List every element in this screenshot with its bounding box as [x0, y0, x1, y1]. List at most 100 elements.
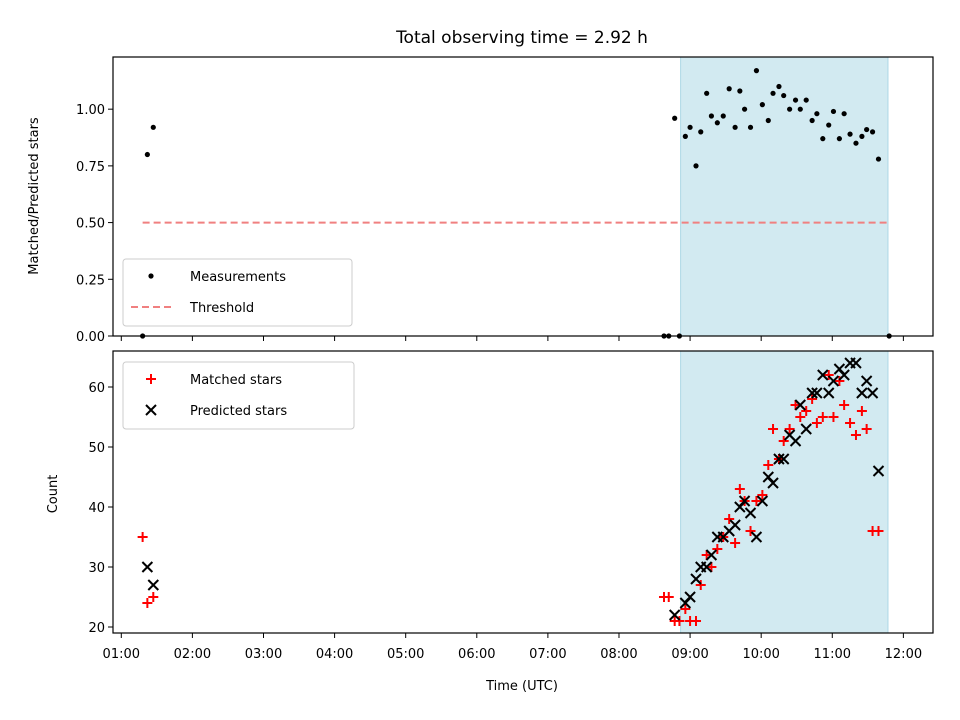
x-axis-label: Time (UTC) — [485, 679, 558, 694]
bottom-predicted-point — [738, 495, 751, 507]
bottom-x-tick-label: 07:00 — [529, 647, 566, 662]
bottom-matched-point — [674, 616, 685, 626]
bottom-matched-point — [801, 406, 812, 416]
bottom-matched-point — [823, 370, 834, 380]
top-measurement-point — [847, 131, 853, 137]
top-legend-box — [122, 258, 353, 327]
bottom-predicted-point — [827, 375, 840, 387]
top-measurement-point — [770, 90, 776, 96]
top-measurement-point — [682, 133, 688, 139]
bottom-matched-point — [807, 394, 818, 404]
bottom-predicted-point — [860, 375, 873, 387]
top-y-tick-label: 0.50 — [76, 217, 105, 232]
bottom-matched-point — [778, 436, 789, 446]
bottom-matched-point — [745, 526, 756, 536]
bottom-legend-box — [122, 361, 355, 430]
bottom-predicted-point — [811, 387, 823, 399]
top-measurement-point — [869, 129, 876, 135]
bottom-matched-point — [856, 406, 867, 416]
top-measurement-point — [726, 86, 732, 92]
top-measurement-point — [753, 68, 760, 74]
bottom-predicted-point — [817, 369, 829, 381]
top-measurement-point — [875, 156, 882, 162]
bottom-predicted-point — [767, 477, 779, 489]
top-legend-label: Measurements — [190, 270, 286, 285]
bottom-predicted-point — [668, 609, 681, 621]
bottom-matched-point — [811, 418, 822, 428]
bottom-matched-point — [730, 538, 741, 548]
bottom-x-tick-label: 11:00 — [814, 647, 851, 662]
bottom-axes-frame — [112, 350, 934, 634]
bottom-x-tick-label: 06:00 — [458, 647, 495, 662]
bottom-x-tick-label: 03:00 — [245, 647, 282, 662]
top-y-tick-label: 0.25 — [76, 273, 105, 288]
bottom-matched-point — [839, 400, 850, 410]
bottom-matched-point — [873, 526, 884, 536]
top-measurement-point — [814, 111, 820, 117]
bottom-x-tick-label: 09:00 — [671, 647, 708, 662]
bottom-x-tick-label: 10:00 — [742, 647, 779, 662]
top-measurement-point — [776, 83, 782, 90]
bottom-matched-point — [663, 592, 674, 602]
top-panel: 0.00 0.25 0.50 0.75 1.00 Measurements Threshol… — [76, 56, 934, 345]
top-measurement-point — [732, 124, 738, 130]
bottom-predicted-point — [789, 435, 802, 447]
bottom-y-tick-label: 50 — [88, 441, 105, 456]
top-measurement-point — [698, 129, 704, 135]
top-measurement-point — [826, 122, 832, 128]
top-measurement-point — [836, 136, 842, 142]
bottom-predicted-point — [705, 549, 718, 561]
bottom-predicted-point — [750, 531, 763, 543]
top-y-tick-label: 0.75 — [76, 160, 105, 175]
top-measurement-point — [792, 97, 799, 103]
bottom-predicted-point — [690, 573, 702, 585]
bottom-y-tick-label: 20 — [88, 621, 105, 636]
bottom-matched-point — [845, 418, 856, 428]
top-measurement-point — [797, 106, 803, 112]
top-legend-label: Threshold — [189, 301, 254, 316]
top-measurement-point — [144, 151, 150, 158]
top-y-tick-label: 1.00 — [76, 103, 105, 118]
top-y-tick-label: 0.00 — [76, 330, 105, 345]
bottom-panel: 20 30 40 50 60 01:00 02:00 03:00 04:00 05:00 06:00… — [88, 350, 934, 662]
bottom-matched-point — [142, 598, 153, 608]
top-measurement-point — [720, 113, 726, 119]
top-measurement-point — [693, 163, 699, 169]
bottom-matched-point — [757, 490, 768, 500]
bottom-x-tick-label: 12:00 — [885, 647, 922, 662]
bottom-predicted-point — [823, 387, 835, 399]
bottom-predicted-point — [806, 387, 818, 399]
bottom-predicted-point — [794, 399, 806, 411]
bottom-legend-marker — [146, 374, 156, 384]
bottom-matched-point — [768, 424, 779, 434]
bottom-matched-point — [695, 580, 706, 590]
top-measurement-point — [781, 92, 787, 99]
top-measurement-point — [809, 117, 815, 124]
bottom-predicted-point — [838, 369, 850, 381]
bottom-predicted-point — [147, 579, 159, 591]
top-measurement-point — [741, 106, 748, 112]
top-measurement-point — [704, 90, 710, 96]
bottom-matched-point — [680, 604, 691, 614]
bottom-shaded-region — [680, 350, 889, 634]
top-measurement-point — [747, 124, 754, 130]
top-measurement-point — [687, 124, 693, 130]
bottom-legend-marker — [145, 404, 157, 416]
bottom-legend-label: Matched stars — [190, 373, 282, 388]
bottom-legend-label: Predicted stars — [190, 404, 287, 419]
bottom-predicted-point — [744, 507, 757, 519]
bottom-predicted-point — [729, 519, 741, 531]
bottom-matched-point — [828, 412, 839, 422]
bottom-matched-point — [712, 544, 723, 554]
bottom-matched-point — [691, 616, 702, 626]
top-shaded-region — [680, 56, 889, 337]
bottom-x-tick-label: 04:00 — [316, 647, 353, 662]
bottom-matched-point — [734, 484, 745, 494]
top-legend-marker — [148, 273, 154, 279]
top-measurement-point — [759, 102, 765, 108]
bottom-predicted-point — [850, 357, 862, 369]
bottom-matched-point — [137, 532, 148, 542]
top-measurement-point — [803, 97, 809, 103]
top-measurement-point — [820, 136, 826, 142]
bottom-predicted-point — [773, 453, 785, 465]
